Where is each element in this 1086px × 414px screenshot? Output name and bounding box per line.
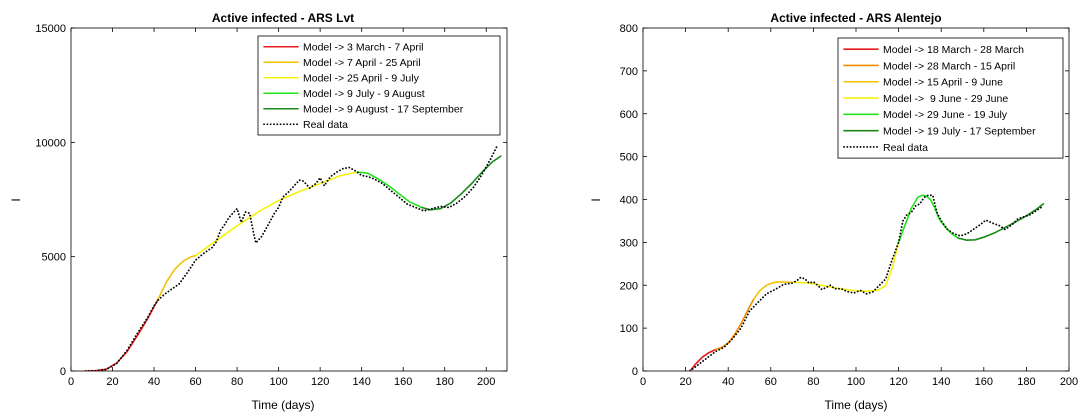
x-tick-label: 160 (975, 376, 993, 388)
legend-label: Model -> 15 April - 9 June (883, 77, 1003, 89)
series-model-0 (689, 348, 717, 371)
y-axis-label: I (9, 198, 23, 201)
series-model-1 (157, 254, 197, 300)
x-tick-label: 200 (477, 376, 495, 388)
legend-label: Model -> 9 June - 29 June (883, 93, 1008, 105)
y-tick-label: 0 (60, 366, 66, 378)
x-tick-label: 100 (269, 376, 287, 388)
chart-ars-alentejo: Active infected - ARS Alentejo Time (day… (589, 11, 1078, 412)
legend-label: Model -> 29 June - 19 July (883, 109, 1008, 121)
y-tick-label: 10000 (35, 137, 66, 149)
legend-label: Model -> 19 July - 17 September (883, 125, 1036, 137)
legend-label: Model -> 3 March - 7 April (303, 42, 424, 54)
x-tick-label: 60 (765, 376, 777, 388)
x-tick-label: 120 (311, 376, 329, 388)
x-tick-label: 20 (106, 376, 118, 388)
x-tick-label: 0 (640, 376, 646, 388)
y-tick-label: 200 (620, 280, 638, 292)
y-tick-label: 500 (620, 152, 638, 164)
series-model-4 (421, 155, 502, 211)
legend: Model -> 3 March - 7 April Model -> 7 Apr… (257, 35, 501, 136)
legend-label: Real data (883, 142, 928, 154)
series-model-0 (84, 298, 159, 371)
x-tick-label: 0 (68, 376, 74, 388)
chart-title: Active infected - ARS Alentejo (770, 11, 941, 25)
y-axis-label: I (589, 198, 603, 201)
legend: Model -> 18 March - 28 March Model -> 28 … (837, 37, 1064, 159)
legend-label: Model -> 9 August - 17 September (303, 104, 464, 116)
x-tick-label: 40 (722, 376, 734, 388)
x-tick-label: 160 (394, 376, 412, 388)
x-axis-label: Time (days) (825, 398, 888, 412)
series-real-data (689, 194, 1045, 371)
legend-label: Model -> 25 April - 9 July (303, 73, 420, 85)
x-tick-label: 20 (679, 376, 691, 388)
x-tick-label: 140 (352, 376, 370, 388)
y-tick-label: 0 (632, 366, 638, 378)
x-tick-label: 60 (189, 376, 201, 388)
series-real-data (84, 145, 498, 371)
series-group (689, 194, 1045, 371)
x-tick-label: 100 (847, 376, 865, 388)
x-tick-label: 80 (807, 376, 819, 388)
legend-label: Model -> 9 July - 9 August (303, 88, 425, 100)
legend-label: Model -> 28 March - 15 April (883, 60, 1015, 72)
x-tick-label: 180 (436, 376, 454, 388)
series-model-5 (957, 203, 1045, 241)
chart-title: Active infected - ARS Lvt (212, 11, 354, 25)
x-tick-label: 120 (889, 376, 907, 388)
x-tick-label: 140 (932, 376, 950, 388)
legend-label: Model -> 18 March - 28 March (883, 44, 1024, 56)
y-tick-label: 300 (620, 237, 638, 249)
x-tick-label: 80 (231, 376, 243, 388)
series-model-4 (897, 194, 960, 244)
x-tick-label: 200 (1060, 376, 1078, 388)
legend-label: Real data (303, 119, 348, 131)
y-tick-label: 5000 (42, 252, 66, 264)
legend-box (257, 35, 501, 136)
series-model-3 (356, 171, 423, 209)
y-tick-label: 15000 (35, 23, 66, 35)
series-group (84, 145, 502, 371)
chart-ars-lvt: Active infected - ARS Lvt Time (days) I … (9, 11, 508, 412)
x-tick-label: 180 (1017, 376, 1035, 388)
y-tick-label: 100 (620, 323, 638, 335)
legend-label: Model -> 7 April - 25 April (303, 57, 421, 69)
y-tick-label: 800 (620, 23, 638, 35)
y-tick-label: 700 (620, 66, 638, 78)
x-tick-label: 40 (148, 376, 160, 388)
y-tick-label: 600 (620, 109, 638, 121)
y-tick-label: 400 (620, 195, 638, 207)
series-model-2 (752, 280, 793, 300)
series-model-1 (714, 298, 755, 351)
series-model-2 (194, 171, 359, 257)
x-axis-label: Time (days) (252, 398, 315, 412)
